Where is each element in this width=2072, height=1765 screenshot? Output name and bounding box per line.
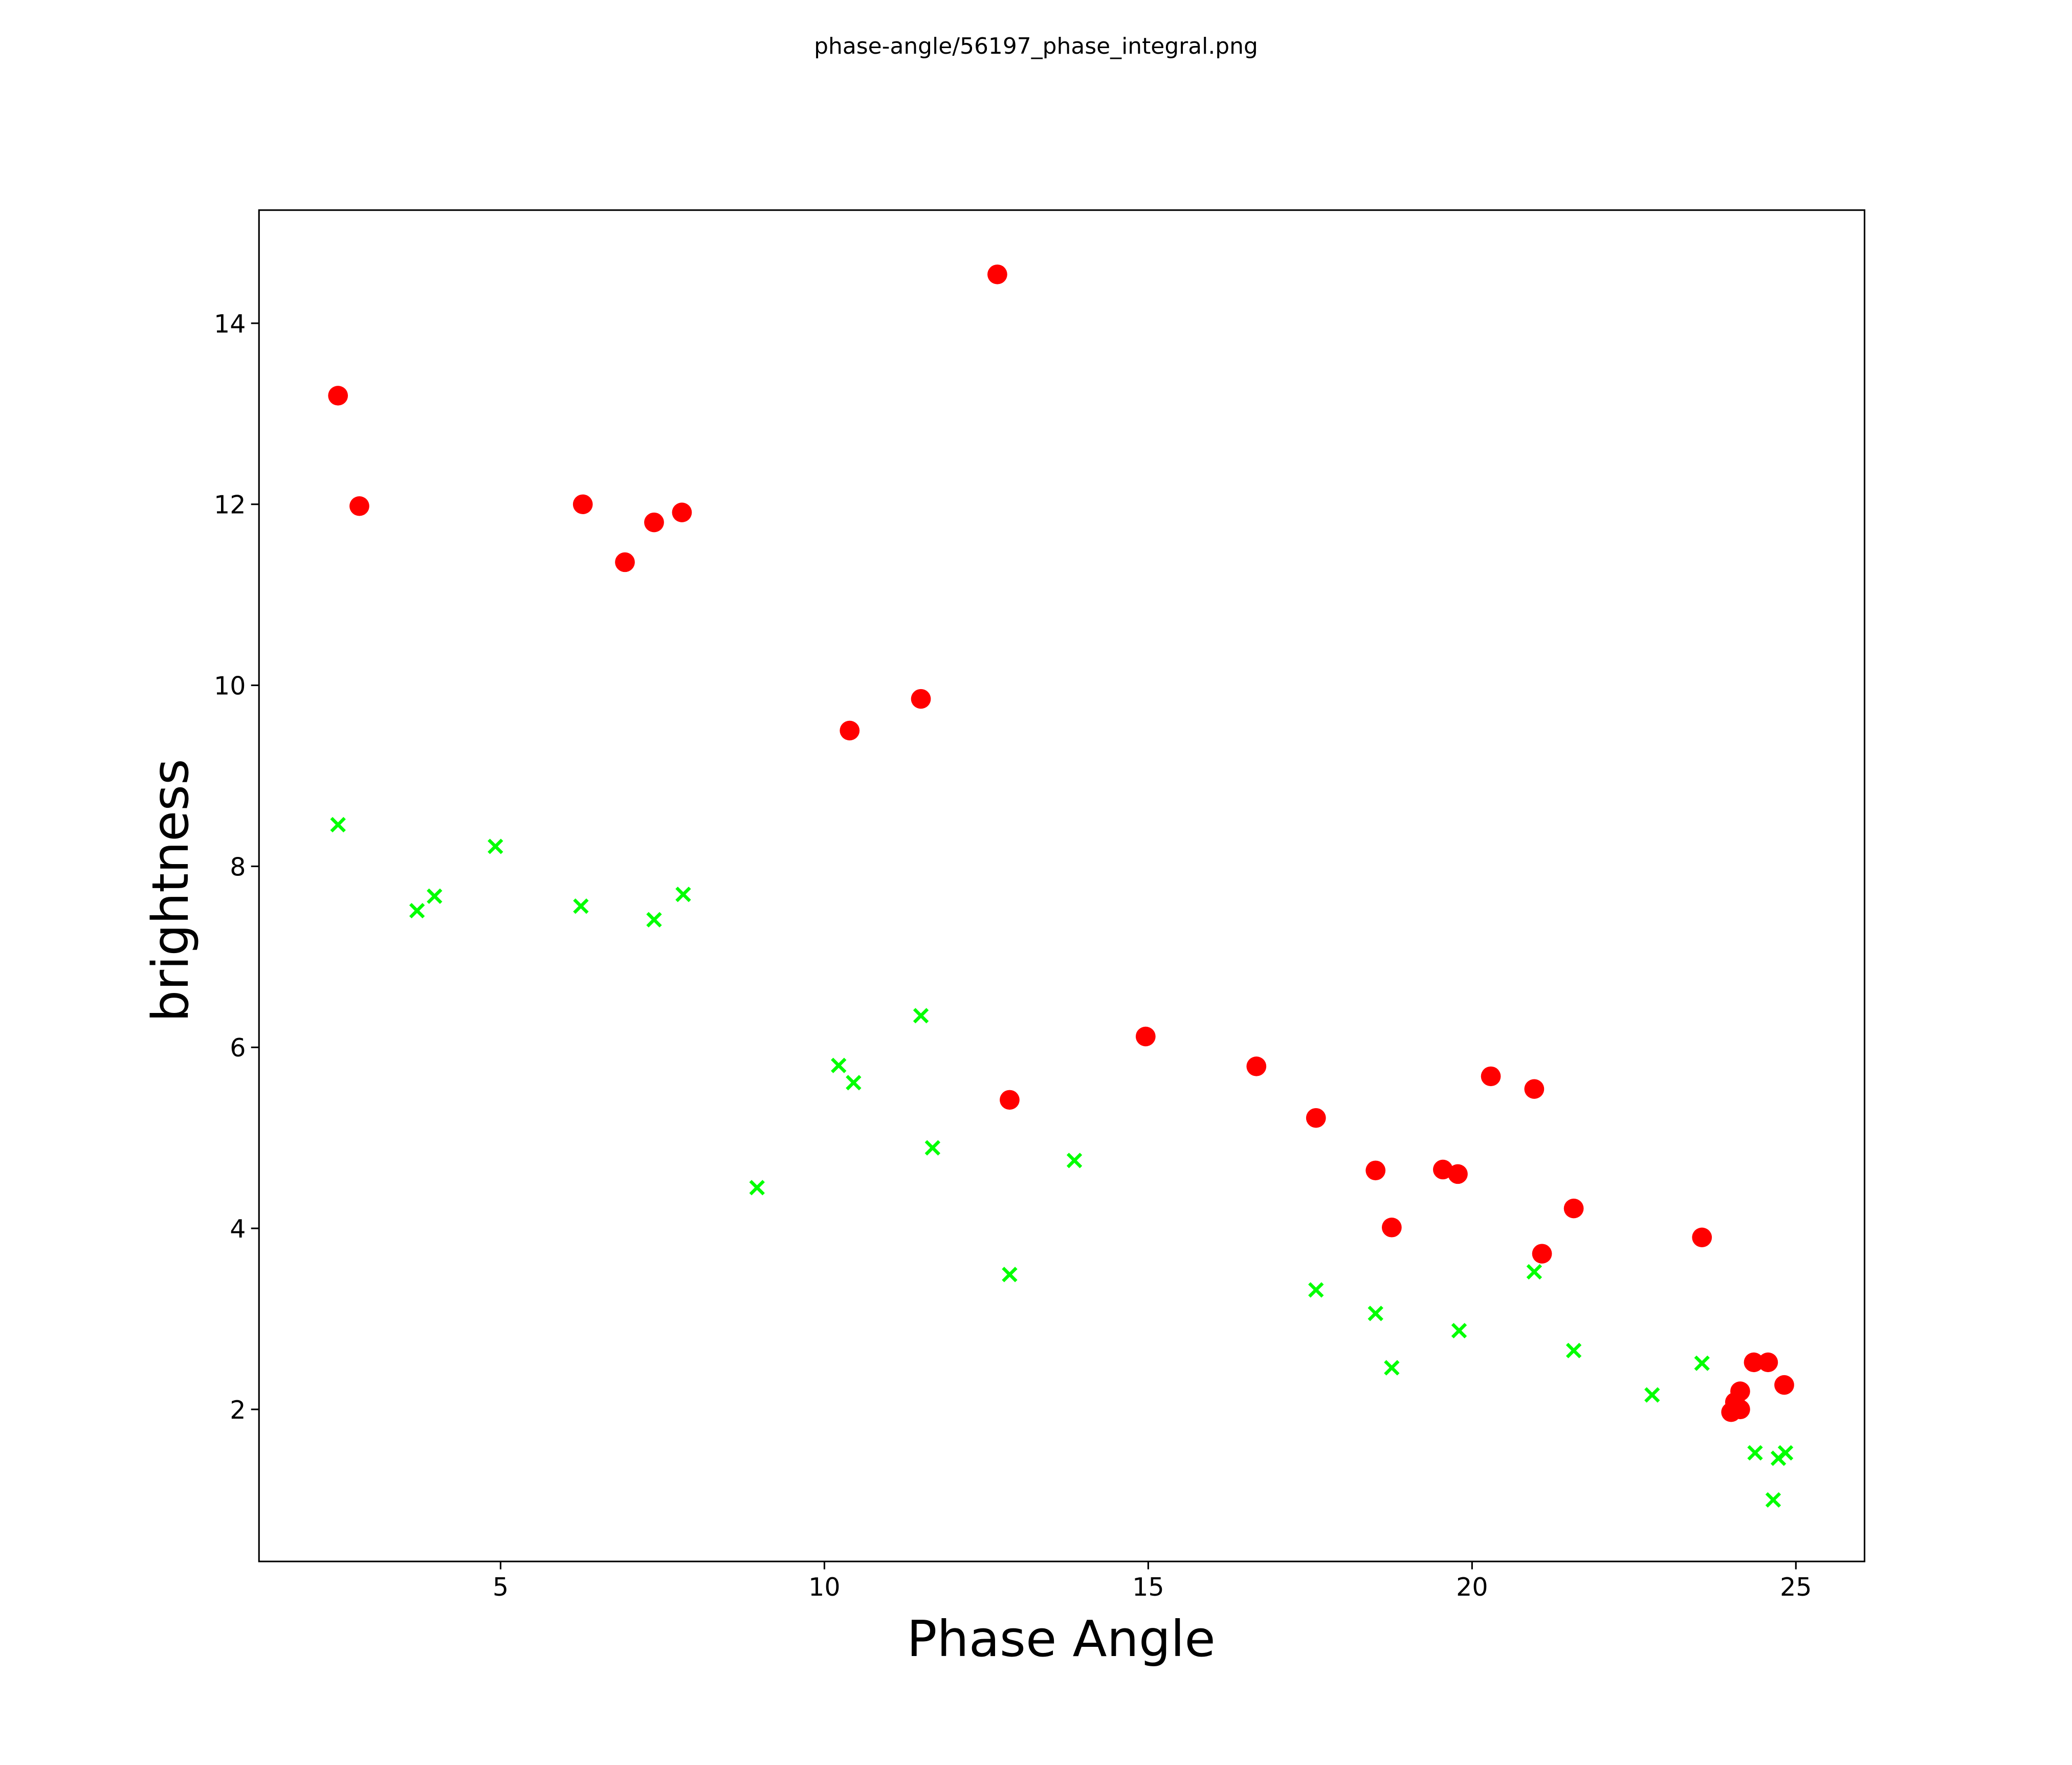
x-axis-label: Phase Angle [907,1610,1215,1668]
data-point-cross [1451,1322,1467,1339]
y-axis-label: brightness [141,759,200,1022]
data-point-circle [1692,1227,1712,1248]
x-tick-label: 15 [1132,1573,1164,1602]
chart-title: phase-angle/56197_phase_integral.png [814,33,1258,59]
data-point-cross [1765,1492,1781,1508]
data-point-cross [330,817,346,833]
data-point-cross [924,1140,941,1156]
data-point-circle [1481,1066,1501,1087]
data-point-cross [409,902,425,919]
data-point-circle [1758,1352,1778,1373]
data-point-circle [1365,1160,1386,1181]
data-point-cross [1066,1153,1083,1168]
data-point-cross [1644,1387,1660,1403]
series-green-crosses [330,817,1794,1508]
data-point-circle [1448,1164,1468,1184]
data-point-cross [1777,1445,1794,1461]
data-point-circle [1744,1352,1764,1373]
data-point-circle [1246,1056,1267,1076]
data-point-circle [1381,1218,1402,1238]
data-point-cross [831,1057,847,1073]
data-point-cross [427,888,443,904]
data-point-cross [846,1075,862,1091]
data-point-cross [488,839,503,854]
data-point-circle [1000,1090,1020,1110]
x-tick-label: 25 [1780,1573,1812,1602]
data-point-circle [349,496,369,516]
data-point-cross [1308,1282,1324,1298]
series-red-circles [328,264,1794,1422]
x-axis: 5 10 15 20 25 [493,1561,1812,1602]
data-point-circle [911,689,931,709]
y-tick-label: 6 [230,1033,246,1063]
y-tick-label: 8 [230,852,246,881]
data-point-circle [987,264,1007,284]
data-point-circle [1563,1198,1584,1219]
data-point-cross [675,887,691,902]
data-point-cross [749,1180,765,1196]
data-point-cross [1566,1342,1582,1358]
data-point-circle [1524,1079,1545,1099]
y-tick-label: 14 [214,310,246,339]
data-point-cross [1694,1355,1710,1371]
data-point-circle [615,552,635,572]
data-point-circle [1774,1375,1794,1395]
data-point-cross [913,1008,929,1024]
data-point-cross [1384,1360,1400,1376]
data-point-circle [672,502,692,522]
data-point-circle [1730,1381,1750,1401]
x-tick-label: 20 [1456,1573,1488,1602]
data-point-circle [1532,1244,1552,1264]
data-point-cross [1526,1264,1542,1280]
data-point-cross [1747,1445,1763,1461]
y-axis: 2 4 6 8 10 12 14 [214,310,259,1425]
data-point-circle [1730,1399,1750,1420]
data-point-cross [1368,1306,1383,1321]
plot-marks [328,264,1794,1508]
data-point-circle [840,720,860,741]
y-tick-label: 2 [230,1396,246,1425]
y-tick-label: 4 [230,1215,246,1244]
data-point-cross [646,912,662,928]
data-point-circle [644,512,664,533]
axes-frame [258,209,1866,1562]
y-tick-label: 12 [214,491,246,520]
data-point-cross [1002,1267,1018,1283]
data-point-circle [1432,1159,1453,1180]
x-tick-label: 5 [493,1573,509,1602]
data-point-circle [1135,1026,1156,1047]
data-point-circle [328,386,348,406]
data-point-circle [572,494,593,514]
x-tick-label: 10 [808,1573,840,1602]
data-point-circle [1306,1108,1326,1128]
data-point-cross [573,898,589,914]
y-tick-label: 10 [214,672,246,701]
